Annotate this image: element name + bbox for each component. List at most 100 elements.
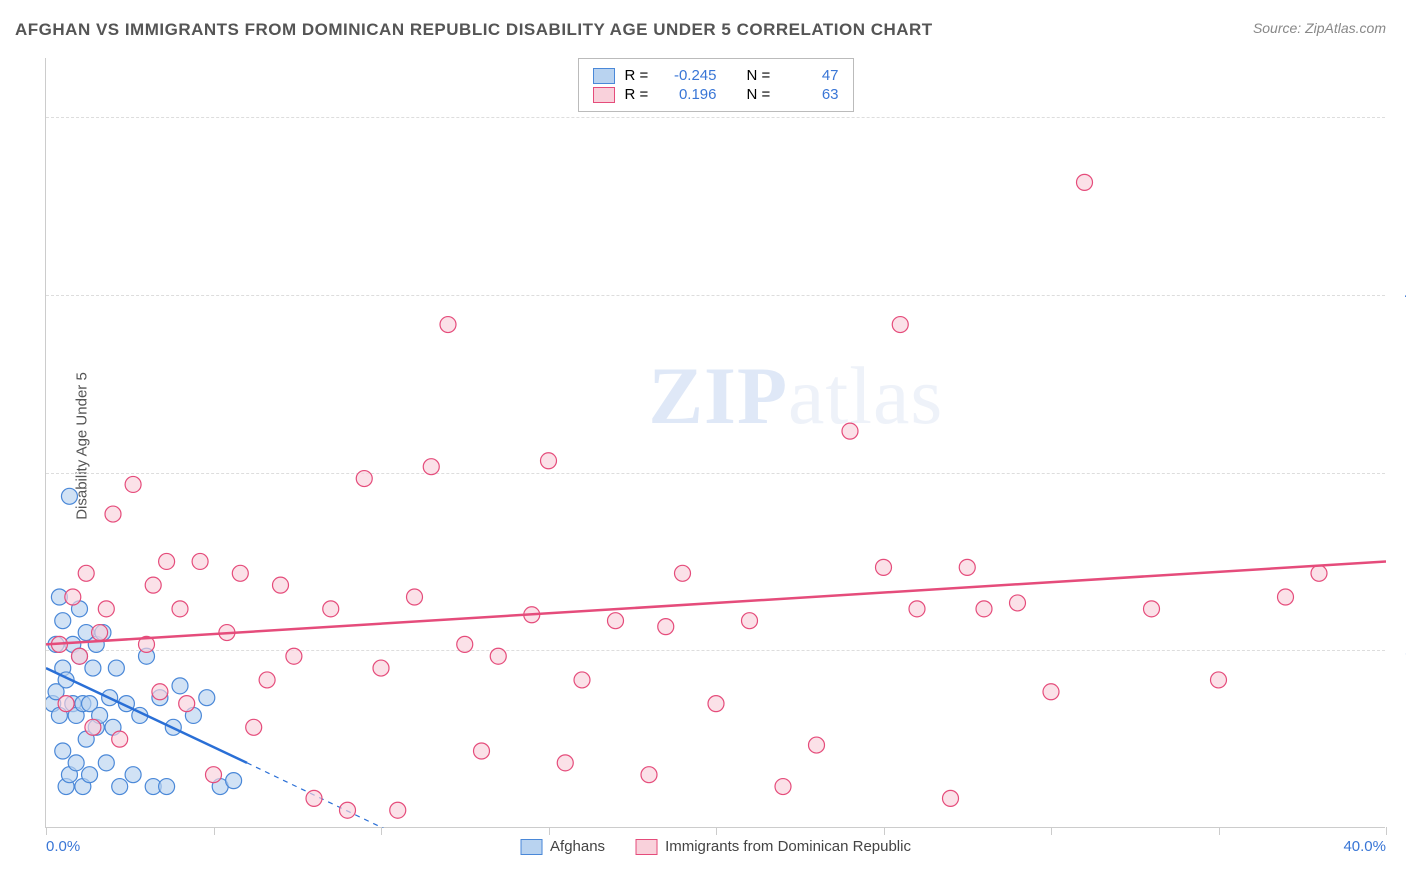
series-legend: Afghans Immigrants from Dominican Republ… [520,838,911,855]
data-point-dominican [159,553,175,569]
swatch-afghans [520,839,542,855]
tick-x [214,827,215,835]
data-point-dominican [92,625,108,641]
data-point-dominican [259,672,275,688]
x-tick-label: 0.0% [46,838,80,855]
data-point-dominican [179,696,195,712]
legend-label-dominican: Immigrants from Dominican Republic [665,838,911,855]
tick-x [549,827,550,835]
data-point-afghans [112,779,128,795]
data-point-dominican [1311,565,1327,581]
data-point-dominican [1010,595,1026,611]
data-point-afghans [98,755,114,771]
tick-x [1386,827,1387,835]
data-point-afghans [108,660,124,676]
data-point-dominican [440,317,456,333]
legend-label-afghans: Afghans [550,838,605,855]
y-tick-label: 4.5% [1389,286,1406,303]
swatch-dominican [635,839,657,855]
data-point-afghans [199,690,215,706]
data-point-dominican [78,565,94,581]
data-point-dominican [541,453,557,469]
data-point-dominican [423,459,439,475]
data-point-dominican [145,577,161,593]
data-point-afghans [55,743,71,759]
data-point-dominican [675,565,691,581]
data-point-dominican [72,648,88,664]
data-point-afghans [172,678,188,694]
data-point-dominican [112,731,128,747]
data-point-dominican [608,613,624,629]
swatch-dominican [593,87,615,103]
data-point-dominican [306,790,322,806]
data-point-dominican [641,767,657,783]
data-point-afghans [82,767,98,783]
correlation-legend: R = -0.245 N = 47 R = 0.196 N = 63 [578,58,854,112]
data-point-dominican [1211,672,1227,688]
data-point-dominican [105,506,121,522]
data-point-dominican [557,755,573,771]
data-point-dominican [192,553,208,569]
data-point-dominican [246,719,262,735]
tick-x [381,827,382,835]
data-point-dominican [876,559,892,575]
data-point-dominican [775,779,791,795]
legend-item-dominican: Immigrants from Dominican Republic [635,838,911,855]
data-point-afghans [68,755,84,771]
data-point-dominican [1077,174,1093,190]
trend-line-dash-afghans [247,763,482,828]
data-point-dominican [1278,589,1294,605]
data-point-dominican [323,601,339,617]
data-point-dominican [340,802,356,818]
data-point-dominican [474,743,490,759]
data-point-dominican [574,672,590,688]
data-point-dominican [842,423,858,439]
tick-x [716,827,717,835]
chart-plot-area: ZIPatlas R = -0.245 N = 47 R = 0.196 N =… [45,58,1385,828]
data-point-dominican [892,317,908,333]
data-point-dominican [85,719,101,735]
tick-x [46,827,47,835]
data-point-dominican [1144,601,1160,617]
data-point-afghans [125,767,141,783]
data-point-dominican [232,565,248,581]
chart-title: AFGHAN VS IMMIGRANTS FROM DOMINICAN REPU… [15,20,933,40]
r-label: R = [625,67,655,84]
data-point-dominican [742,613,758,629]
data-point-dominican [909,601,925,617]
data-point-dominican [658,619,674,635]
data-point-dominican [172,601,188,617]
data-point-dominican [708,696,724,712]
data-point-dominican [98,601,114,617]
r-value-afghans: -0.245 [665,67,717,84]
data-point-dominican [373,660,389,676]
data-point-dominican [976,601,992,617]
n-value-dominican: 63 [787,86,839,103]
n-value-afghans: 47 [787,67,839,84]
r-label: R = [625,86,655,103]
data-point-afghans [85,660,101,676]
data-point-afghans [159,779,175,795]
swatch-afghans [593,68,615,84]
data-point-dominican [959,559,975,575]
data-point-dominican [407,589,423,605]
tick-x [884,827,885,835]
data-point-dominican [943,790,959,806]
data-point-afghans [55,613,71,629]
data-point-dominican [809,737,825,753]
data-point-dominican [286,648,302,664]
data-point-dominican [58,696,74,712]
y-tick-label: 1.5% [1389,642,1406,659]
data-point-dominican [206,767,222,783]
tick-x [1051,827,1052,835]
r-value-dominican: 0.196 [665,86,717,103]
data-point-dominican [125,476,141,492]
data-point-dominican [390,802,406,818]
data-point-afghans [226,773,242,789]
n-label: N = [747,86,777,103]
legend-row-afghans: R = -0.245 N = 47 [593,67,839,84]
data-point-dominican [273,577,289,593]
data-point-dominican [457,636,473,652]
n-label: N = [747,67,777,84]
data-point-dominican [1043,684,1059,700]
